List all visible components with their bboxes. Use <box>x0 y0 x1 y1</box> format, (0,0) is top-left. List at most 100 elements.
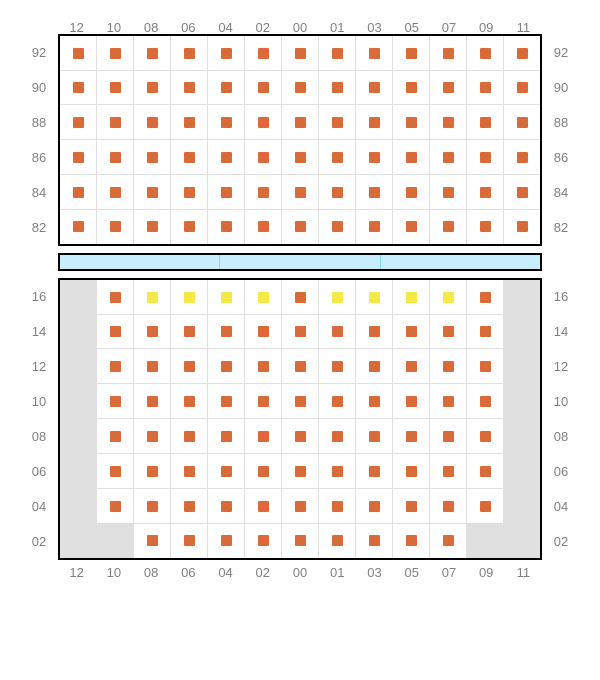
seat-cell[interactable] <box>356 36 393 71</box>
seat-cell[interactable] <box>134 384 171 419</box>
seat-cell[interactable] <box>97 384 134 419</box>
seat-standard[interactable] <box>332 361 343 372</box>
seat-standard[interactable] <box>517 187 528 198</box>
seat-standard[interactable] <box>110 396 121 407</box>
seat-cell[interactable] <box>134 209 171 244</box>
seat-cell[interactable] <box>208 70 245 105</box>
seat-cell[interactable] <box>134 175 171 210</box>
seat-standard[interactable] <box>73 187 84 198</box>
seat-cell[interactable] <box>245 105 282 140</box>
seat-standard[interactable] <box>258 117 269 128</box>
seat-standard[interactable] <box>147 221 158 232</box>
seat-cell[interactable] <box>430 36 467 71</box>
seat-accessible[interactable] <box>147 292 158 303</box>
seat-standard[interactable] <box>110 501 121 512</box>
seat-cell[interactable] <box>60 175 97 210</box>
seat-cell[interactable] <box>60 36 97 71</box>
seat-cell[interactable] <box>282 384 319 419</box>
seat-cell[interactable] <box>171 419 208 454</box>
seat-standard[interactable] <box>258 431 269 442</box>
seat-cell[interactable] <box>282 209 319 244</box>
seat-standard[interactable] <box>443 82 454 93</box>
seat-cell[interactable] <box>467 489 504 524</box>
seat-standard[interactable] <box>184 326 195 337</box>
seat-cell[interactable] <box>356 384 393 419</box>
seat-standard[interactable] <box>517 48 528 59</box>
seat-cell[interactable] <box>208 175 245 210</box>
seat-cell[interactable] <box>245 209 282 244</box>
seat-cell[interactable] <box>430 314 467 349</box>
seat-cell[interactable] <box>171 314 208 349</box>
seat-standard[interactable] <box>110 48 121 59</box>
seat-cell[interactable] <box>319 280 356 315</box>
seat-standard[interactable] <box>258 48 269 59</box>
seat-cell[interactable] <box>504 175 540 210</box>
seat-standard[interactable] <box>517 221 528 232</box>
seat-cell[interactable] <box>393 454 430 489</box>
seat-cell[interactable] <box>504 349 540 384</box>
seat-standard[interactable] <box>73 221 84 232</box>
seat-standard[interactable] <box>295 48 306 59</box>
seat-cell[interactable] <box>356 70 393 105</box>
seat-cell[interactable] <box>208 314 245 349</box>
seat-cell[interactable] <box>504 140 540 175</box>
seat-cell[interactable] <box>60 105 97 140</box>
seat-cell[interactable] <box>504 36 540 71</box>
seat-cell[interactable] <box>208 105 245 140</box>
seat-standard[interactable] <box>147 48 158 59</box>
seat-standard[interactable] <box>480 117 491 128</box>
seat-cell[interactable] <box>134 140 171 175</box>
seat-standard[interactable] <box>332 501 343 512</box>
seat-standard[interactable] <box>73 82 84 93</box>
seat-accessible[interactable] <box>332 292 343 303</box>
seat-standard[interactable] <box>147 152 158 163</box>
seat-cell[interactable] <box>97 454 134 489</box>
seat-standard[interactable] <box>332 48 343 59</box>
seat-standard[interactable] <box>184 221 195 232</box>
seat-cell[interactable] <box>282 489 319 524</box>
seat-standard[interactable] <box>258 326 269 337</box>
seat-standard[interactable] <box>258 396 269 407</box>
seat-cell[interactable] <box>319 314 356 349</box>
seat-cell[interactable] <box>504 70 540 105</box>
seat-cell[interactable] <box>60 489 97 524</box>
seat-cell[interactable] <box>60 314 97 349</box>
seat-cell[interactable] <box>430 105 467 140</box>
seat-cell[interactable] <box>319 70 356 105</box>
seat-cell[interactable] <box>282 175 319 210</box>
seat-standard[interactable] <box>480 466 491 477</box>
seat-standard[interactable] <box>295 535 306 546</box>
seat-standard[interactable] <box>184 431 195 442</box>
seat-standard[interactable] <box>295 326 306 337</box>
seat-cell[interactable] <box>430 419 467 454</box>
seat-standard[interactable] <box>369 361 380 372</box>
seat-standard[interactable] <box>258 361 269 372</box>
seat-cell[interactable] <box>171 523 208 558</box>
seat-standard[interactable] <box>110 117 121 128</box>
seat-standard[interactable] <box>258 152 269 163</box>
seat-cell[interactable] <box>134 454 171 489</box>
seat-cell[interactable] <box>467 523 504 558</box>
seat-standard[interactable] <box>110 292 121 303</box>
seat-cell[interactable] <box>467 384 504 419</box>
seat-cell[interactable] <box>319 489 356 524</box>
seat-cell[interactable] <box>319 209 356 244</box>
seat-standard[interactable] <box>369 152 380 163</box>
seat-standard[interactable] <box>184 396 195 407</box>
seat-cell[interactable] <box>245 314 282 349</box>
seat-standard[interactable] <box>480 292 491 303</box>
seat-standard[interactable] <box>258 221 269 232</box>
seat-cell[interactable] <box>319 175 356 210</box>
seat-cell[interactable] <box>430 384 467 419</box>
seat-cell[interactable] <box>393 523 430 558</box>
seat-standard[interactable] <box>221 187 232 198</box>
seat-standard[interactable] <box>332 152 343 163</box>
seat-standard[interactable] <box>184 501 195 512</box>
seat-standard[interactable] <box>369 466 380 477</box>
seat-cell[interactable] <box>393 105 430 140</box>
seat-standard[interactable] <box>406 431 417 442</box>
seat-standard[interactable] <box>443 117 454 128</box>
seat-standard[interactable] <box>221 221 232 232</box>
seat-cell[interactable] <box>504 454 540 489</box>
seat-cell[interactable] <box>208 454 245 489</box>
